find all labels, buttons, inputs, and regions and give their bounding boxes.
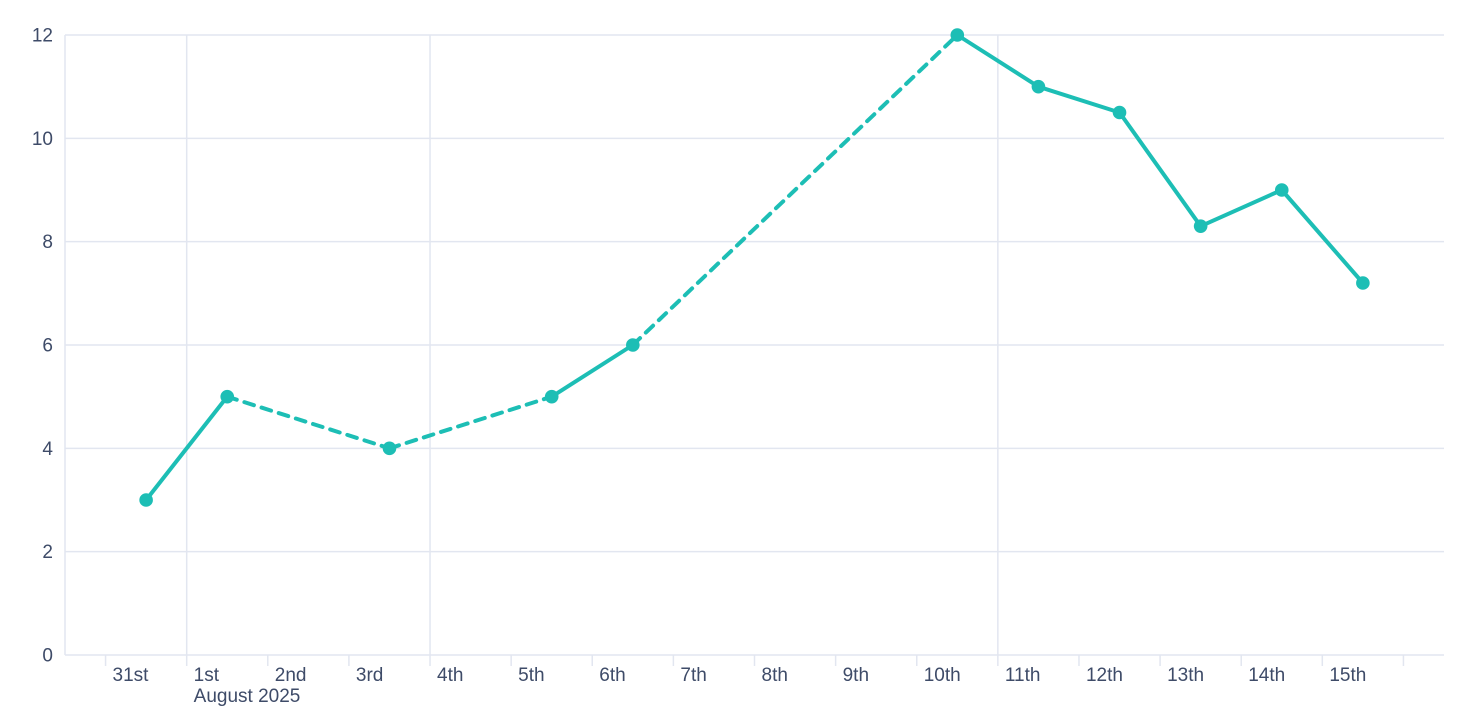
data-point-marker[interactable] (139, 493, 153, 507)
y-axis-label: 0 (42, 646, 53, 667)
data-point-marker[interactable] (626, 338, 640, 352)
series-segment (387, 394, 554, 451)
x-axis-month-label: August 2025 (194, 686, 301, 707)
data-point-marker[interactable] (1356, 276, 1370, 290)
series-segment (630, 33, 960, 347)
series-segment (955, 33, 1041, 89)
y-axis-label: 6 (42, 336, 53, 357)
data-point-marker[interactable] (382, 441, 397, 456)
series-segment (1198, 188, 1284, 229)
series-segment (1117, 110, 1203, 229)
y-axis-label: 8 (42, 232, 53, 253)
x-axis-label: 7th (680, 665, 706, 686)
data-point-marker[interactable] (1112, 105, 1127, 120)
x-axis-label: 13th (1167, 665, 1204, 686)
x-axis-label: 6th (599, 665, 625, 686)
x-axis-label: 5th (518, 665, 544, 686)
x-axis-label: 15th (1329, 665, 1366, 686)
x-axis-label: 1st (194, 665, 220, 686)
series-segment (549, 343, 635, 399)
series-segment (1279, 188, 1365, 285)
data-point-marker[interactable] (950, 28, 965, 42)
series-segment (1036, 84, 1122, 115)
x-axis-label: 4th (437, 665, 463, 686)
y-axis-label: 10 (32, 129, 53, 150)
series-segment (225, 394, 392, 451)
series-segment (144, 394, 230, 502)
x-axis-label: 3rd (356, 665, 383, 686)
x-axis-label: 10th (924, 665, 961, 686)
x-axis-label: 14th (1248, 665, 1285, 686)
x-axis-label: 9th (843, 665, 869, 686)
data-point-marker[interactable] (1193, 219, 1208, 233)
x-axis-label: 2nd (275, 665, 307, 686)
data-point-marker[interactable] (220, 389, 235, 404)
x-axis-label: 11th (1005, 665, 1041, 686)
y-axis-label: 2 (42, 542, 53, 563)
data-point-marker[interactable] (1274, 183, 1289, 197)
x-axis-label: 12th (1086, 665, 1123, 686)
y-axis-label: 4 (42, 439, 53, 460)
y-axis-label: 12 (32, 26, 53, 47)
x-axis-label: 8th (762, 665, 788, 686)
data-point-marker[interactable] (1031, 79, 1046, 94)
data-point-marker[interactable] (544, 389, 559, 404)
x-axis-label: 31st (113, 665, 150, 686)
